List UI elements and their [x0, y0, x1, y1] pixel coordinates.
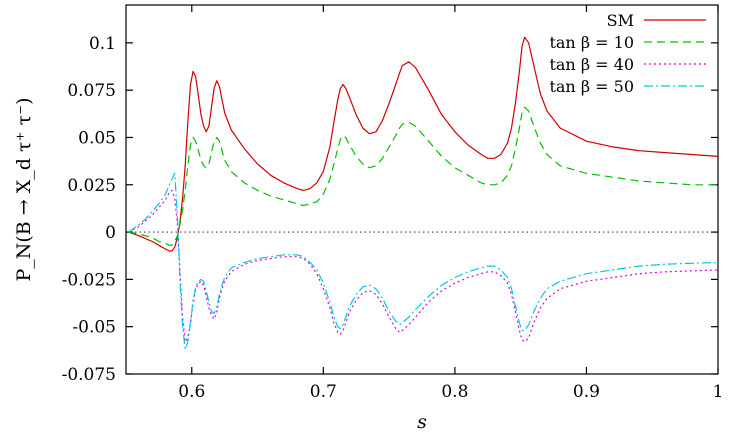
y-tick-label: -0.05 — [72, 318, 116, 338]
y-axis-title: P_N(B → X_d τ⁺ τ⁻) — [13, 97, 35, 281]
y-tick-label: 0.025 — [67, 176, 116, 196]
y-tick-label: 0.05 — [78, 128, 116, 148]
x-tick-label: 0.7 — [310, 382, 337, 402]
legend: SM tan β = 10 tan β = 40 tan β = 50 — [549, 11, 706, 96]
legend-label-0: SM — [607, 11, 634, 30]
legend-label-1: tan β = 10 — [549, 33, 634, 52]
x-tick-label: 1 — [713, 382, 724, 402]
series-line-0 — [128, 36, 718, 252]
x-tick-label: 0.9 — [573, 382, 600, 402]
x-tick-label: 0.8 — [441, 382, 468, 402]
x-axis-ticks: 0.6 0.7 0.8 0.9 1 — [178, 5, 723, 402]
series-lines — [128, 36, 718, 350]
y-tick-label: -0.025 — [62, 270, 116, 290]
x-tick-label: 0.6 — [178, 382, 205, 402]
y-tick-label: 0 — [105, 223, 116, 243]
series-line-3 — [128, 172, 718, 350]
series-line-2 — [128, 189, 718, 343]
x-axis-title: s — [417, 411, 427, 433]
legend-label-2: tan β = 40 — [549, 55, 634, 74]
series-line-1 — [128, 106, 718, 246]
legend-label-3: tan β = 50 — [549, 77, 634, 96]
y-tick-label: -0.075 — [62, 365, 116, 385]
plot-frame — [125, 4, 719, 375]
y-tick-label: 0.1 — [89, 34, 116, 54]
y-tick-label: 0.075 — [67, 81, 116, 101]
